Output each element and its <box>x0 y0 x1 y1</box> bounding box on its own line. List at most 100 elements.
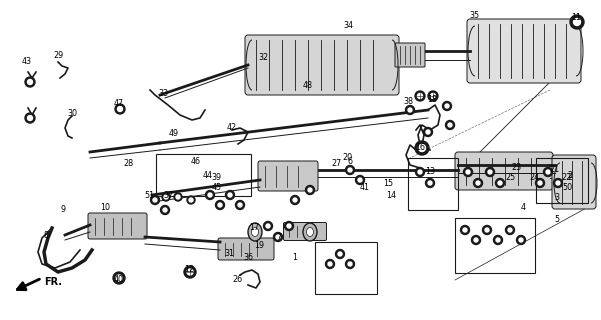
Ellipse shape <box>303 223 317 241</box>
Circle shape <box>293 198 297 202</box>
Text: 10: 10 <box>100 203 110 212</box>
Text: 19: 19 <box>254 242 264 251</box>
Circle shape <box>463 167 472 177</box>
FancyBboxPatch shape <box>88 213 147 239</box>
Circle shape <box>276 235 280 239</box>
Circle shape <box>287 224 291 228</box>
Text: 41: 41 <box>360 183 370 193</box>
Circle shape <box>495 179 504 188</box>
Text: 43: 43 <box>22 58 32 67</box>
Text: FR.: FR. <box>44 277 62 287</box>
Circle shape <box>164 195 168 199</box>
Circle shape <box>418 93 423 99</box>
Bar <box>156 154 251 196</box>
Circle shape <box>508 228 512 232</box>
Circle shape <box>225 190 234 199</box>
Text: 2: 2 <box>567 173 573 182</box>
Circle shape <box>408 108 412 112</box>
Text: 34: 34 <box>343 20 353 29</box>
Bar <box>455 218 535 273</box>
Circle shape <box>273 233 282 242</box>
Text: 11: 11 <box>571 13 581 22</box>
Text: 18: 18 <box>427 95 437 105</box>
Circle shape <box>445 104 449 108</box>
Text: 16: 16 <box>415 143 425 153</box>
Ellipse shape <box>251 228 258 236</box>
Circle shape <box>263 221 272 230</box>
Circle shape <box>162 193 170 201</box>
Circle shape <box>187 196 195 204</box>
Text: 51: 51 <box>144 190 154 199</box>
Circle shape <box>570 15 584 29</box>
Circle shape <box>118 107 123 111</box>
Circle shape <box>335 250 344 259</box>
FancyBboxPatch shape <box>395 43 425 67</box>
Circle shape <box>483 226 492 235</box>
Circle shape <box>466 170 470 174</box>
Text: 50: 50 <box>562 183 572 193</box>
Circle shape <box>25 113 35 123</box>
Text: 44: 44 <box>203 171 213 180</box>
Text: 20: 20 <box>342 153 352 162</box>
Text: 6: 6 <box>347 157 353 166</box>
Text: 47: 47 <box>114 99 124 108</box>
Text: 8: 8 <box>43 231 49 241</box>
Bar <box>536 158 588 203</box>
Circle shape <box>442 101 451 110</box>
Circle shape <box>163 208 167 212</box>
FancyBboxPatch shape <box>245 35 399 95</box>
Circle shape <box>496 238 500 242</box>
Circle shape <box>228 193 232 197</box>
Text: 27: 27 <box>332 158 342 167</box>
Text: 31: 31 <box>224 250 234 259</box>
Text: 14: 14 <box>386 190 396 199</box>
Circle shape <box>476 181 480 185</box>
Circle shape <box>308 188 312 192</box>
Circle shape <box>174 193 182 201</box>
Circle shape <box>519 238 523 242</box>
Text: 22: 22 <box>562 173 572 182</box>
Text: 12: 12 <box>184 266 194 275</box>
Text: 24: 24 <box>529 173 539 182</box>
Circle shape <box>348 168 352 172</box>
Text: 38: 38 <box>403 98 413 107</box>
Text: 29: 29 <box>53 51 63 60</box>
Circle shape <box>356 175 364 185</box>
Circle shape <box>415 167 424 177</box>
Circle shape <box>216 201 225 210</box>
Circle shape <box>493 236 502 244</box>
Circle shape <box>498 181 502 185</box>
Text: 9: 9 <box>61 205 66 214</box>
Circle shape <box>486 167 495 177</box>
Circle shape <box>463 228 467 232</box>
Text: 48: 48 <box>303 82 313 91</box>
Circle shape <box>573 19 581 26</box>
Text: 33: 33 <box>158 89 168 98</box>
Text: 26: 26 <box>232 276 242 284</box>
Circle shape <box>348 262 352 266</box>
FancyBboxPatch shape <box>258 161 318 191</box>
Circle shape <box>328 262 332 266</box>
Circle shape <box>415 91 425 101</box>
Circle shape <box>485 228 489 232</box>
Circle shape <box>546 170 550 174</box>
Circle shape <box>208 193 212 197</box>
Circle shape <box>406 106 415 115</box>
Circle shape <box>424 127 433 137</box>
Ellipse shape <box>307 228 314 236</box>
Circle shape <box>418 145 426 151</box>
Text: 46: 46 <box>191 157 201 166</box>
Circle shape <box>115 104 125 114</box>
Circle shape <box>556 181 560 185</box>
Circle shape <box>28 79 32 84</box>
Text: 35: 35 <box>469 12 479 20</box>
Circle shape <box>206 190 215 199</box>
Circle shape <box>418 170 422 174</box>
Text: 2: 2 <box>567 171 573 180</box>
Text: 5: 5 <box>555 215 560 225</box>
Circle shape <box>346 165 355 174</box>
Circle shape <box>189 198 193 202</box>
Circle shape <box>346 260 355 268</box>
Text: 23: 23 <box>511 163 521 172</box>
Text: 37: 37 <box>163 191 173 201</box>
